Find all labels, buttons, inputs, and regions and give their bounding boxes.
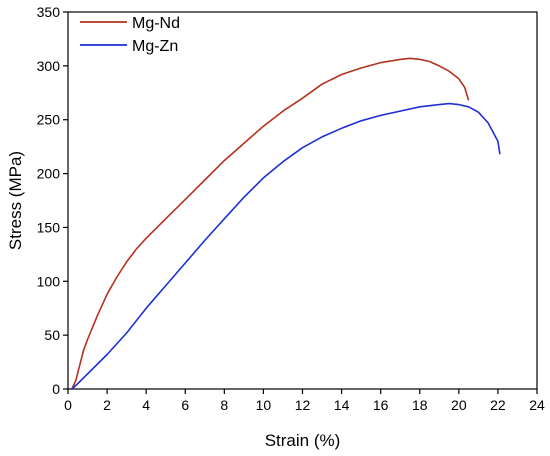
x-tick-label: 8 xyxy=(220,397,228,413)
series-layer xyxy=(71,57,501,390)
x-tick-label: 0 xyxy=(64,397,72,413)
x-tick-label: 6 xyxy=(181,397,189,413)
x-tick-label: 12 xyxy=(295,397,311,413)
x-tick-label: 18 xyxy=(412,397,428,413)
series-line-mg-nd xyxy=(71,57,470,390)
y-tick-label: 100 xyxy=(37,273,61,289)
y-axis-label: Stress (MPa) xyxy=(6,151,25,250)
x-tick-label: 22 xyxy=(490,397,506,413)
x-tick-label: 10 xyxy=(256,397,272,413)
y-tick-label: 250 xyxy=(37,112,61,128)
y-tick-label: 200 xyxy=(37,166,61,182)
y-tick-label: 150 xyxy=(37,219,61,235)
series-line-mg-zn xyxy=(71,102,501,390)
x-axis-label: Strain (%) xyxy=(265,431,341,450)
y-axis-ticks: 0 50 100 150 200 250 300 350 xyxy=(37,4,68,397)
plot-frame xyxy=(67,11,538,390)
x-axis-ticks: 0 2 4 6 8 10 12 14 16 18 20 22 24 xyxy=(64,389,545,413)
x-tick-label: 16 xyxy=(373,397,389,413)
x-tick-label: 24 xyxy=(529,397,545,413)
y-tick-label: 300 xyxy=(37,58,61,74)
x-tick-label: 2 xyxy=(103,397,111,413)
x-tick-label: 20 xyxy=(451,397,467,413)
y-tick-label: 50 xyxy=(44,327,60,343)
legend: Mg-Nd Mg-Zn xyxy=(80,15,180,55)
x-tick-label: 14 xyxy=(334,397,350,413)
x-tick-label: 4 xyxy=(142,397,150,413)
y-tick-label: 350 xyxy=(37,4,61,20)
legend-label: Mg-Nd xyxy=(132,15,180,32)
y-tick-label: 0 xyxy=(52,381,60,397)
plot-border xyxy=(67,11,538,390)
legend-label: Mg-Zn xyxy=(132,38,178,55)
